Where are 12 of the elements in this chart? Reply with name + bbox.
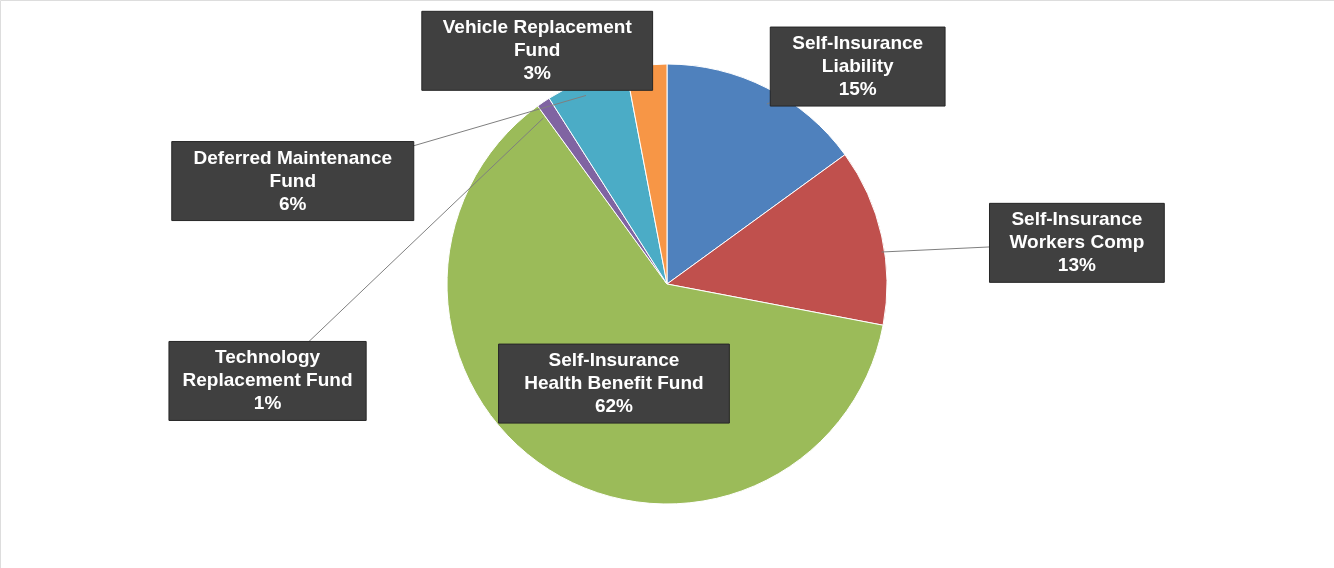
data-label: 15% [838, 78, 877, 100]
data-label: 62% [594, 395, 634, 417]
slice-label: Technology Replacement Fund [182, 346, 353, 391]
data-label: 6% [279, 192, 307, 214]
slice-label: Vehicle Replacement Fund [442, 16, 633, 61]
data-label: 13% [1057, 254, 1096, 276]
slice-label: Self-Insurance Liability [792, 32, 924, 77]
slice-label: Self-Insurance Health Benefit Fund [524, 349, 704, 394]
slice-label: Self-Insurance Workers Comp [1009, 208, 1145, 253]
data-label: 1% [253, 392, 282, 414]
data-label: 3% [523, 62, 552, 84]
slice-label: Deferred Maintenance Fund [193, 146, 393, 191]
